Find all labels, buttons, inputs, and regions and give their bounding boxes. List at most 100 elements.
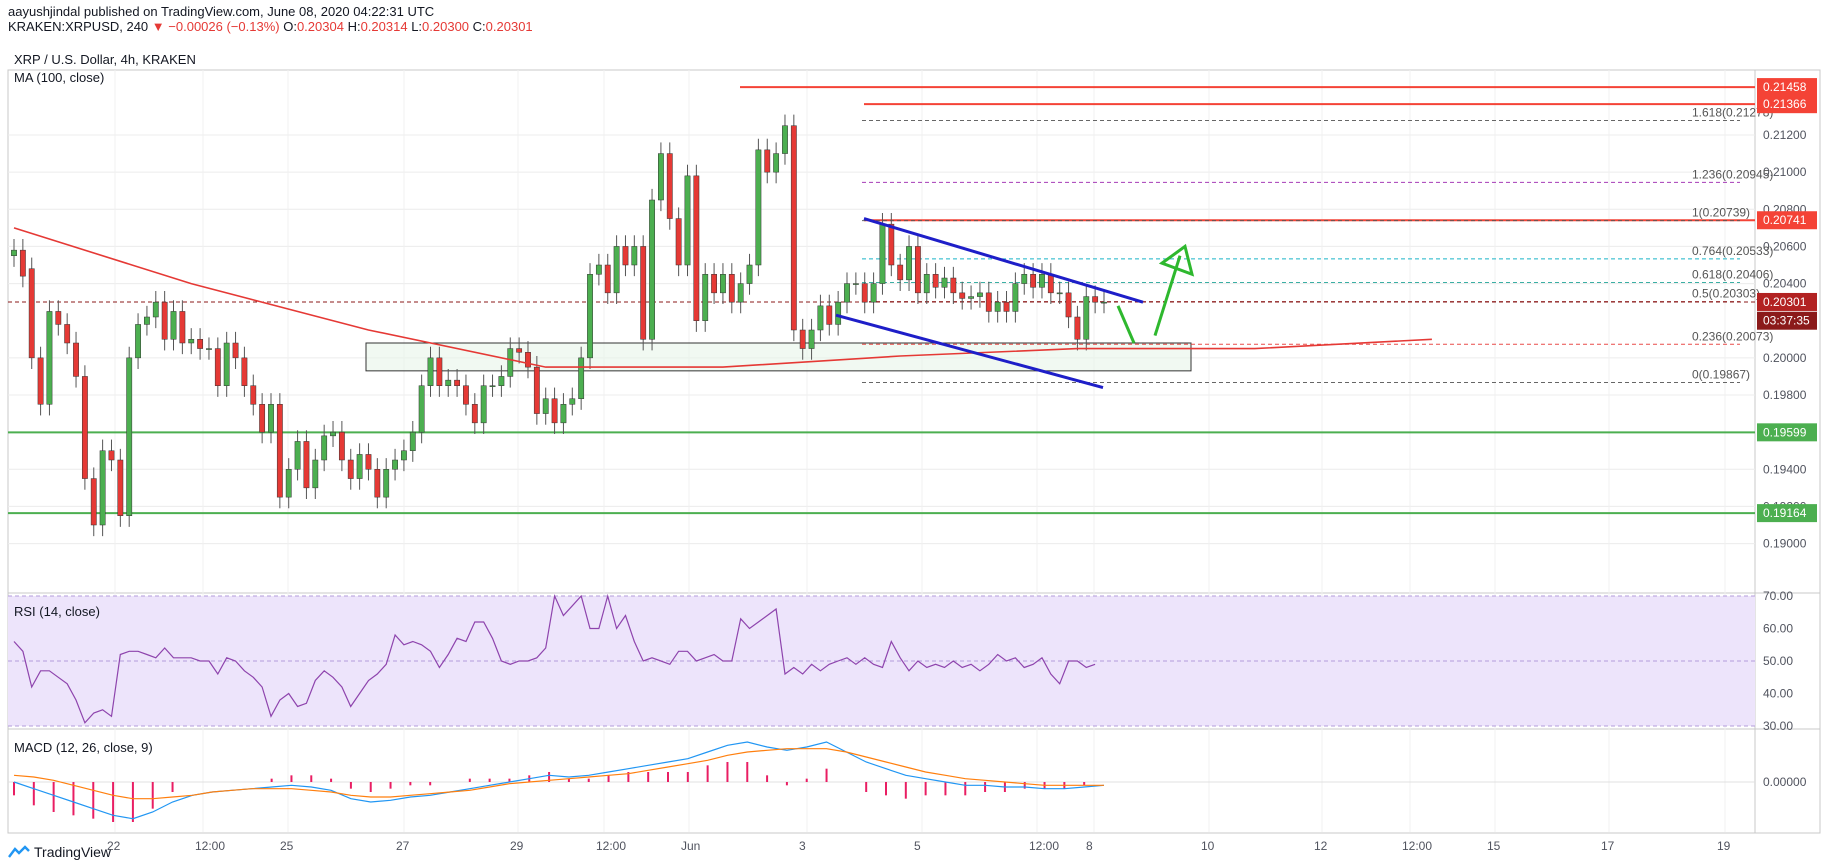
candle	[152, 301, 159, 318]
candle	[126, 357, 133, 516]
price-axis-badge-label: 0.19164	[1763, 506, 1807, 520]
rsi-line	[13, 593, 1096, 724]
support-zone-box	[365, 342, 1192, 372]
candle	[835, 301, 842, 325]
candle	[1074, 316, 1081, 340]
candle	[542, 398, 549, 414]
candle	[595, 264, 602, 275]
symbol-title: XRP / U.S. Dollar, 4h, KRAKEN	[14, 52, 196, 67]
candle	[861, 283, 868, 303]
candle	[1056, 292, 1063, 295]
candle	[1030, 274, 1037, 288]
candle	[401, 450, 407, 461]
candle	[702, 274, 709, 321]
forecast-arrowhead	[1158, 243, 1195, 277]
candle	[994, 301, 1001, 312]
rsi-tick-label: 40.00	[1763, 687, 1793, 701]
fib-level-label: 0.5(0.20303)	[1692, 287, 1760, 301]
candle	[640, 246, 647, 340]
candle	[418, 385, 425, 433]
candle	[480, 385, 487, 424]
time-tick-label: 17	[1601, 839, 1615, 853]
candle	[276, 404, 283, 498]
candle	[631, 246, 638, 266]
footer-brand[interactable]: TradingView	[8, 844, 111, 862]
candle	[604, 264, 611, 294]
candle	[498, 376, 505, 386]
time-tick-label: 12:00	[596, 839, 626, 853]
candle	[330, 431, 336, 437]
candle	[471, 404, 478, 424]
candle	[214, 348, 221, 386]
candle	[551, 398, 558, 424]
candle	[55, 311, 62, 325]
candle	[206, 348, 212, 350]
candle	[684, 175, 691, 266]
candle	[622, 246, 629, 266]
price-axis-badge-label: 0.20301	[1763, 295, 1807, 309]
candle	[285, 469, 292, 498]
candle	[144, 316, 150, 325]
candle	[11, 249, 17, 256]
time-tick-label: 25	[280, 839, 294, 853]
time-tick-label: 29	[510, 839, 524, 853]
candle	[773, 153, 780, 173]
price-tick-label: 0.19800	[1763, 388, 1807, 402]
fib-level-label: 0(0.19867)	[1692, 368, 1750, 382]
candle	[959, 292, 966, 299]
candle	[108, 450, 115, 461]
candle	[693, 175, 700, 321]
price-tick-label: 0.21000	[1763, 165, 1807, 179]
candle	[578, 357, 585, 399]
macd-tick-label: 0.00000	[1763, 775, 1807, 789]
candle	[1092, 296, 1099, 303]
fib-level-label: 0.236(0.20073)	[1692, 329, 1773, 343]
candle	[347, 459, 354, 479]
c-label: C:	[472, 19, 486, 34]
tradingview-logo-icon	[8, 845, 30, 862]
time-tick-label: 8	[1086, 839, 1093, 853]
time-tick-label: Jun	[681, 839, 700, 853]
candle	[409, 431, 416, 451]
rsi-label: RSI (14, close)	[14, 604, 100, 619]
candle	[613, 246, 620, 294]
candle	[1065, 292, 1072, 318]
fib-level-label: 0.764(0.20533)	[1692, 244, 1773, 258]
candle	[844, 283, 850, 303]
candle	[1012, 283, 1019, 312]
candle	[658, 153, 664, 201]
candle	[906, 246, 912, 281]
candle	[737, 283, 744, 303]
author[interactable]: aayushjindal	[8, 4, 81, 19]
o-value: 0.20304	[296, 19, 344, 34]
candle	[870, 283, 877, 303]
fib-level-label: 1.618(0.21278)	[1692, 106, 1773, 120]
candle	[746, 264, 753, 284]
h-label: H:	[347, 19, 361, 34]
time-tick-label: 27	[396, 839, 410, 853]
candle	[365, 454, 372, 470]
rsi-tick-label: 60.00	[1763, 622, 1793, 636]
price-axis-badge	[1757, 504, 1817, 523]
candle	[1083, 296, 1090, 340]
c-value: 0.20301	[485, 19, 533, 34]
time-tick-label: 12:00	[195, 839, 225, 853]
candle	[46, 311, 53, 405]
candle	[852, 283, 859, 285]
candle	[728, 274, 735, 303]
fib-level-label: 1(0.20739)	[1692, 206, 1750, 220]
forecast-arrow-down	[1116, 305, 1136, 344]
candle	[312, 459, 319, 489]
time-tick-label: 19	[1717, 839, 1731, 853]
price-axis-badge	[1757, 211, 1817, 230]
candle	[1039, 274, 1045, 288]
price-tick-label: 0.21200	[1763, 128, 1807, 142]
candle	[968, 296, 974, 299]
time-tick-label: 10	[1201, 839, 1215, 853]
candle	[569, 398, 576, 405]
rsi-tick-label: 70.00	[1763, 589, 1793, 603]
price-tick-label: 0.19000	[1763, 537, 1807, 551]
candle	[1101, 301, 1107, 304]
price-tick-label: 0.20400	[1763, 277, 1807, 291]
